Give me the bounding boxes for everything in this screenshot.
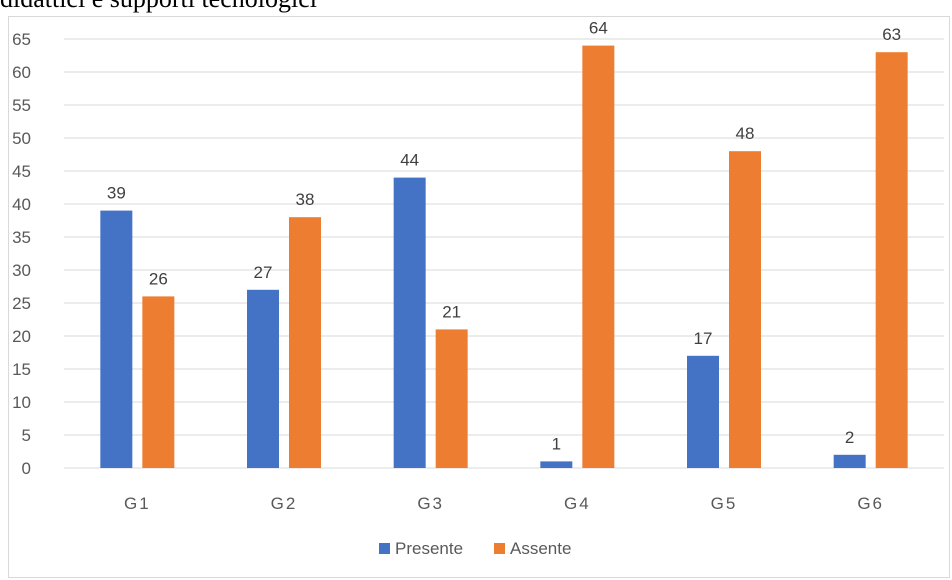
chart-area: 0 5 10 15 20 25 30 35 40 45 50 55 60 65 39 26 27 38 44 21 1… [8, 16, 950, 578]
bars [100, 45, 908, 468]
bar-presente-g6 [833, 454, 866, 468]
y-tick-label: 0 [22, 459, 31, 478]
y-tick-label: 10 [12, 393, 31, 412]
data-label: 48 [736, 124, 755, 143]
y-axis-ticks: 0 5 10 15 20 25 30 35 40 45 50 55 60 65 [12, 30, 31, 478]
data-label: 26 [149, 269, 168, 288]
chart-caption: didattici e supporti tecnologici [0, 0, 317, 14]
data-label: 2 [845, 428, 854, 447]
data-label: 64 [589, 19, 608, 38]
data-labels: 39 26 27 38 44 21 1 64 17 48 2 63 [107, 19, 901, 454]
data-label: 44 [400, 151, 419, 170]
data-label: 39 [107, 184, 126, 203]
legend: Presente Assente [379, 539, 571, 558]
x-tick-label: G5 [711, 494, 738, 513]
y-tick-label: 5 [22, 426, 31, 445]
bar-assente-g3 [435, 329, 468, 468]
y-tick-label: 15 [12, 360, 31, 379]
legend-label: Assente [510, 539, 571, 558]
y-tick-label: 20 [12, 327, 31, 346]
y-tick-label: 50 [12, 129, 31, 148]
x-tick-label: G1 [124, 494, 151, 513]
y-tick-label: 60 [12, 63, 31, 82]
y-tick-label: 40 [12, 195, 31, 214]
y-tick-label: 45 [12, 162, 31, 181]
data-label: 1 [552, 434, 561, 453]
x-tick-label: G6 [857, 494, 884, 513]
bar-assente-g4 [582, 45, 615, 468]
x-axis-ticks: G1 G2 G3 G4 G5 G6 [124, 494, 884, 513]
data-label: 63 [882, 25, 901, 44]
y-tick-label: 55 [12, 96, 31, 115]
bar-assente-g5 [729, 151, 761, 468]
bar-presente-g5 [687, 355, 719, 468]
gridlines [64, 38, 944, 469]
y-tick-label: 35 [12, 228, 31, 247]
legend-swatch [494, 543, 505, 554]
x-tick-label: G4 [564, 494, 591, 513]
y-tick-label: 65 [12, 30, 31, 49]
y-tick-label: 25 [12, 294, 31, 313]
data-label: 17 [694, 329, 713, 348]
x-tick-label: G3 [417, 494, 444, 513]
legend-label: Presente [395, 539, 463, 558]
data-label: 27 [254, 263, 273, 282]
bar-presente-g1 [100, 210, 133, 468]
legend-swatch [379, 543, 390, 554]
y-tick-label: 30 [12, 261, 31, 280]
bar-assente-g2 [289, 217, 321, 468]
data-label: 38 [296, 190, 315, 209]
bar-presente-g3 [393, 177, 426, 468]
bar-presente-g4 [540, 461, 573, 468]
bar-assente-g1 [142, 296, 175, 468]
bar-presente-g2 [247, 289, 279, 468]
data-label: 21 [442, 302, 461, 321]
x-tick-label: G2 [271, 494, 298, 513]
bar-assente-g6 [875, 52, 908, 468]
